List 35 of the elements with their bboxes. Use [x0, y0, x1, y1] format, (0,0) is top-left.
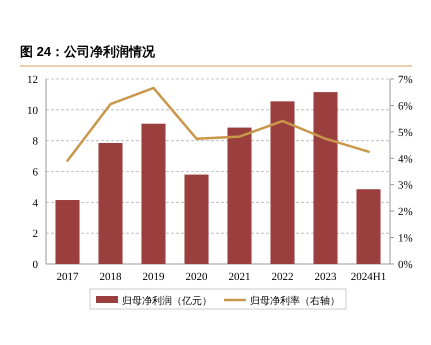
legend-label: 归母净利率（右轴）	[250, 295, 340, 307]
x-tick-label: 2023	[314, 271, 337, 283]
y2-tick-label: 5%	[398, 126, 413, 139]
y-tick-label: 8	[32, 136, 38, 148]
x-tick-label: 2017	[56, 271, 79, 283]
bar	[141, 124, 166, 264]
y2-tick-label: 4%	[398, 153, 413, 166]
y2-tick-label: 2%	[398, 206, 413, 218]
bar	[356, 189, 381, 264]
y-tick-label: 6	[32, 166, 38, 178]
bar	[227, 128, 252, 264]
y2-tick-label: 3%	[398, 180, 413, 192]
bar	[270, 101, 295, 264]
y-tick-label: 12	[27, 74, 38, 86]
bar	[313, 92, 338, 264]
y-tick-label: 10	[27, 104, 38, 117]
chart-title: 图 24：公司净利润情况	[20, 44, 156, 59]
line-series	[66, 86, 370, 162]
x-tick-label: 2018	[100, 271, 122, 283]
y2-tick-label: 1%	[398, 232, 413, 245]
x-tick-label: 2024H1	[350, 271, 386, 283]
y-tick-label: 2	[32, 228, 38, 240]
bar	[98, 142, 123, 264]
legend-label: 归母净利润（亿元）	[122, 295, 212, 307]
y2-tick-label: 0%	[398, 259, 413, 271]
bar	[184, 174, 209, 264]
y2-tick-label: 6%	[398, 100, 413, 112]
y2-tick-label: 7%	[398, 74, 413, 86]
bar	[55, 200, 80, 264]
x-tick-label: 2020	[186, 271, 208, 283]
y-tick-label: 4	[32, 197, 38, 210]
x-tick-label: 2021	[228, 271, 250, 283]
x-tick-label: 2022	[272, 271, 294, 283]
x-tick-label: 2019	[142, 271, 165, 283]
y-tick-label: 0	[32, 259, 38, 271]
